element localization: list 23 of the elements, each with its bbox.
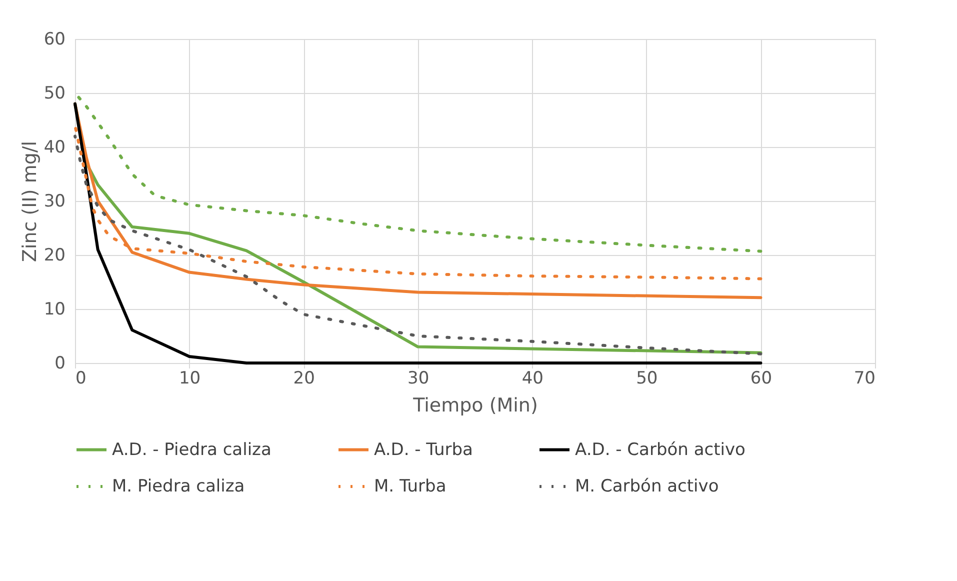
y-tick-label: 30 xyxy=(44,192,66,212)
x-tick-label: 20 xyxy=(293,368,315,388)
x-tick-label: 10 xyxy=(178,368,201,388)
y-axis-title: Zinc (II) mg/l xyxy=(18,140,41,262)
x-tick-label: 50 xyxy=(636,368,658,388)
legend-label: A.D. - Carbón activo xyxy=(575,440,746,460)
legend-label: M. Turba xyxy=(374,476,446,496)
x-tick-label: 70 xyxy=(854,368,876,388)
x-axis-title: Tiempo (Min) xyxy=(412,394,538,416)
x-tick-label: 40 xyxy=(522,368,544,388)
x-tick-label: 60 xyxy=(750,368,772,388)
x-tick-label: 30 xyxy=(408,368,430,388)
legend-label: M. Piedra caliza xyxy=(112,476,245,496)
y-tick-label: 40 xyxy=(44,138,66,158)
legend-label: A.D. - Turba xyxy=(374,440,473,460)
x-tick-label: 0 xyxy=(76,368,86,388)
y-tick-label: 20 xyxy=(44,246,66,266)
y-tick-label: 0 xyxy=(54,354,66,374)
y-tick-label: 10 xyxy=(44,300,66,320)
legend-label: M. Carbón activo xyxy=(575,476,719,496)
legend-label: A.D. - Piedra caliza xyxy=(112,440,272,460)
y-tick-label: 50 xyxy=(44,84,66,104)
y-tick-label: 60 xyxy=(44,30,66,50)
